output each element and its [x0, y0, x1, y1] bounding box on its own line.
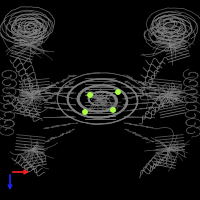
Point — [83, 110, 87, 114]
Point — [111, 108, 115, 112]
Point — [116, 90, 120, 94]
Point — [88, 93, 92, 97]
